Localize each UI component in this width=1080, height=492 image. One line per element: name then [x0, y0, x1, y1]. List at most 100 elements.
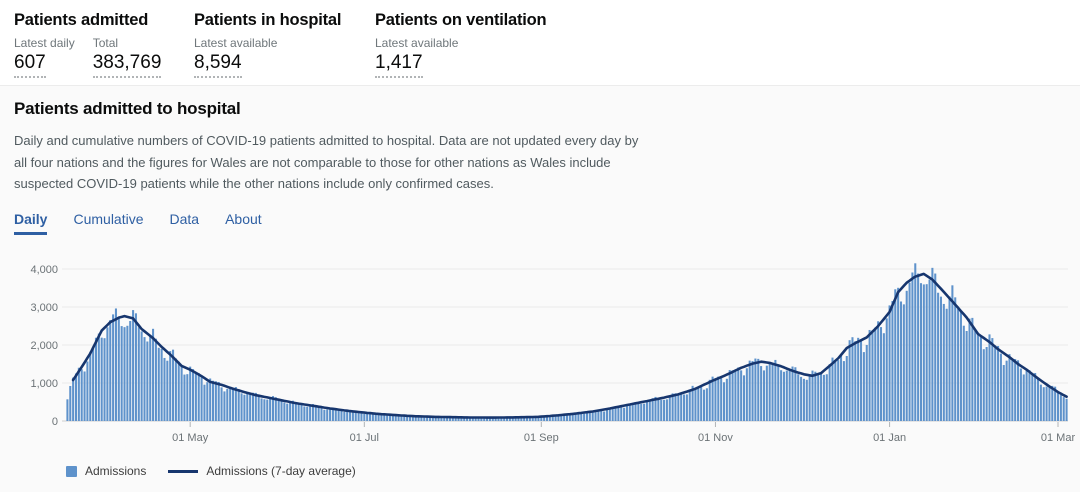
admissions-bar[interactable] — [939, 296, 942, 421]
admissions-bar[interactable] — [782, 371, 785, 421]
admissions-bar[interactable] — [329, 407, 332, 421]
admissions-bar[interactable] — [831, 357, 834, 421]
admissions-bar[interactable] — [614, 406, 617, 421]
admissions-bar[interactable] — [768, 363, 771, 421]
admissions-bar[interactable] — [917, 273, 920, 421]
admissions-bar[interactable] — [97, 333, 100, 421]
admissions-bar[interactable] — [523, 417, 526, 421]
admissions-bar[interactable] — [426, 417, 429, 421]
admissions-bar[interactable] — [320, 407, 323, 421]
admissions-bar[interactable] — [651, 398, 654, 421]
admissions-bar[interactable] — [366, 413, 369, 421]
admissions-bar[interactable] — [848, 340, 851, 421]
admissions-bar[interactable] — [1056, 391, 1060, 421]
admissions-bar[interactable] — [351, 411, 354, 421]
admissions-bar[interactable] — [671, 393, 674, 421]
admissions-bar[interactable] — [757, 358, 760, 421]
admissions-bar[interactable] — [791, 366, 794, 421]
admissions-chart[interactable]: 0 1,000 2,000 3,000 4,000 01 May 01 Jul 01 Sep 0… — [0, 249, 1080, 451]
admissions-bar[interactable] — [229, 387, 232, 421]
admissions-bar[interactable] — [254, 392, 257, 421]
admissions-bar[interactable] — [774, 359, 777, 421]
admissions-bar[interactable] — [446, 417, 449, 421]
admissions-bar[interactable] — [794, 367, 797, 421]
admissions-bar[interactable] — [160, 348, 163, 421]
admissions-bar[interactable] — [594, 411, 597, 421]
admissions-bar[interactable] — [192, 369, 195, 421]
admissions-bar[interactable] — [106, 327, 109, 421]
admissions-bar[interactable] — [588, 411, 591, 421]
admissions-bar[interactable] — [811, 370, 814, 421]
admissions-bar[interactable] — [717, 376, 720, 421]
admissions-bar[interactable] — [388, 414, 392, 421]
admissions-bar[interactable] — [363, 413, 366, 421]
admissions-bar[interactable] — [637, 402, 640, 421]
admissions-bar[interactable] — [528, 417, 531, 421]
admissions-bar[interactable] — [443, 417, 446, 421]
admissions-bar[interactable] — [934, 273, 937, 421]
admissions-bar[interactable] — [665, 399, 668, 421]
admissions-bar[interactable] — [417, 416, 420, 421]
admissions-bar[interactable] — [463, 418, 466, 421]
admissions-bar[interactable] — [919, 283, 923, 421]
admissions-bar[interactable] — [483, 418, 486, 421]
admissions-bar[interactable] — [583, 413, 586, 421]
admissions-bar[interactable] — [871, 330, 874, 421]
admissions-bar[interactable] — [294, 403, 297, 421]
admissions-bar[interactable] — [257, 396, 260, 421]
admissions-bar[interactable] — [217, 381, 220, 421]
admissions-bar[interactable] — [69, 385, 72, 421]
admissions-bar[interactable] — [948, 296, 951, 421]
tab-about[interactable]: About — [225, 210, 262, 227]
admissions-bar[interactable] — [1059, 395, 1062, 421]
admissions-bar[interactable] — [506, 417, 509, 421]
admissions-bar[interactable] — [140, 331, 143, 421]
admissions-bar[interactable] — [700, 386, 703, 421]
admissions-bar[interactable] — [508, 417, 511, 421]
admissions-bar[interactable] — [628, 404, 631, 421]
bars-group[interactable] — [66, 263, 1068, 422]
admissions-bar[interactable] — [585, 412, 589, 421]
admissions-bar[interactable] — [1002, 365, 1005, 421]
admissions-bar[interactable] — [663, 399, 666, 421]
admissions-bar[interactable] — [854, 341, 857, 421]
metric-value[interactable]: 383,769 — [92, 52, 162, 78]
admissions-bar[interactable] — [411, 415, 414, 421]
admissions-bar[interactable] — [369, 413, 372, 421]
admissions-bar[interactable] — [797, 374, 800, 421]
admissions-bar[interactable] — [374, 412, 377, 421]
admissions-bar[interactable] — [80, 369, 83, 421]
admissions-bar[interactable] — [560, 415, 563, 421]
admissions-bar[interactable] — [314, 405, 317, 421]
admissions-bar[interactable] — [1019, 368, 1022, 422]
admissions-bar[interactable] — [808, 375, 811, 421]
admissions-bar[interactable] — [877, 321, 880, 421]
admissions-bar[interactable] — [785, 370, 788, 421]
admissions-bar[interactable] — [480, 417, 483, 421]
admissions-bar[interactable] — [937, 292, 940, 421]
admissions-bar[interactable] — [477, 417, 480, 421]
admissions-bar[interactable] — [466, 417, 469, 421]
admissions-bar[interactable] — [269, 398, 272, 421]
admissions-bar[interactable] — [979, 335, 982, 421]
admissions-bar[interactable] — [380, 414, 383, 421]
admissions-bar[interactable] — [922, 284, 925, 421]
metric-value[interactable]: 8,594 — [194, 52, 242, 78]
admissions-bar[interactable] — [654, 396, 657, 421]
admissions-bar[interactable] — [120, 326, 123, 421]
admissions-bar[interactable] — [620, 406, 623, 421]
admissions-bar[interactable] — [703, 389, 706, 421]
admissions-bar[interactable] — [89, 351, 92, 421]
admissions-bar[interactable] — [894, 289, 897, 421]
admissions-bar[interactable] — [437, 416, 440, 421]
admissions-bar[interactable] — [349, 410, 352, 421]
admissions-bar[interactable] — [822, 374, 825, 421]
admissions-bar[interactable] — [223, 391, 226, 421]
admissions-bar[interactable] — [317, 406, 320, 421]
admissions-bar[interactable] — [74, 373, 78, 421]
admissions-bar[interactable] — [965, 331, 968, 421]
admissions-bar[interactable] — [740, 370, 743, 421]
admissions-bar[interactable] — [645, 401, 648, 421]
admissions-bar[interactable] — [725, 378, 728, 421]
admissions-bar[interactable] — [605, 409, 608, 421]
